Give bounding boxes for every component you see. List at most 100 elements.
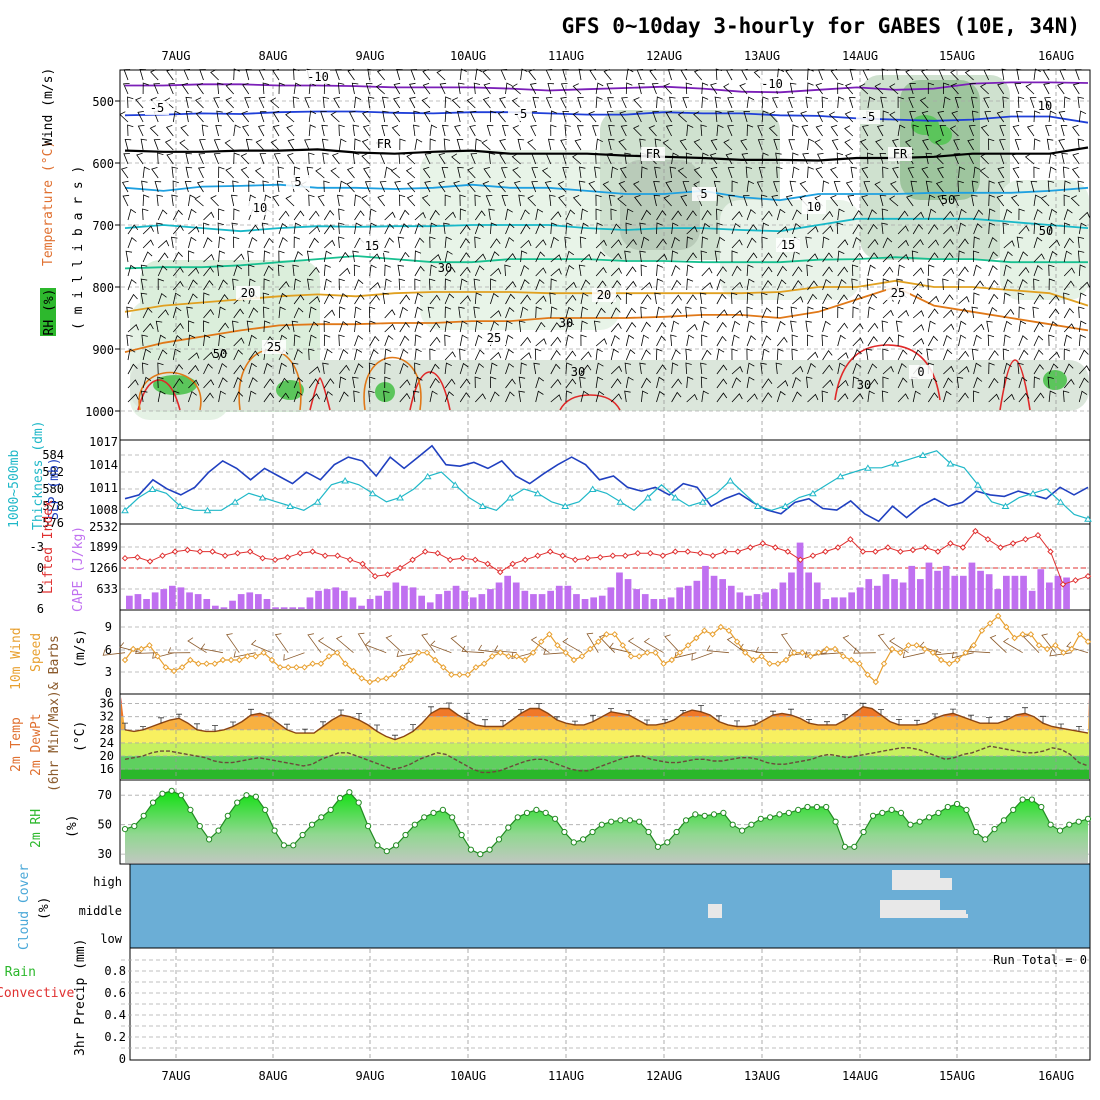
wind-barb xyxy=(731,348,738,361)
wind-barb xyxy=(490,320,499,333)
wind-barb xyxy=(710,166,718,179)
wind-barb xyxy=(323,293,334,305)
pressure-tick-label: 700 xyxy=(92,219,114,233)
wind10m-barb xyxy=(530,636,550,654)
contour-label-bg xyxy=(248,201,272,215)
wind-barb xyxy=(1048,250,1058,263)
temp-minmax-bar xyxy=(590,714,596,722)
wind-barb xyxy=(500,69,508,81)
wind-barb xyxy=(837,294,848,305)
cape-bar xyxy=(779,582,787,609)
wind-barb xyxy=(578,264,586,277)
wind-barb xyxy=(203,222,210,235)
temp-minmax-bar xyxy=(536,703,542,709)
wind-barb xyxy=(727,125,734,137)
wind-barb xyxy=(322,96,330,109)
wind10m-point xyxy=(946,660,953,667)
ylabel-rh: RH (%) xyxy=(42,289,57,336)
wind-barb xyxy=(727,97,734,109)
wind-barb xyxy=(397,236,405,249)
rh-point xyxy=(1056,827,1064,834)
wind-barb xyxy=(577,97,584,109)
wind-barb xyxy=(671,265,681,277)
wind-barb xyxy=(339,376,347,389)
wind-barb xyxy=(451,97,461,109)
wind-barb xyxy=(595,138,603,151)
wind-barb xyxy=(535,295,547,305)
wind-barb xyxy=(1017,362,1024,375)
wind-barb xyxy=(775,362,783,375)
wind-barb xyxy=(565,390,573,403)
wind-barb xyxy=(686,334,695,347)
wind-barb xyxy=(1033,392,1045,403)
temp-minmax-bar xyxy=(824,721,830,725)
wind10m-point xyxy=(276,664,284,671)
temp-minmax-bar xyxy=(1004,716,1010,720)
wind-barb xyxy=(852,393,864,403)
wind-barb xyxy=(490,292,499,305)
thickness-marker xyxy=(258,494,267,501)
wind-barb xyxy=(293,68,300,81)
wind-barb xyxy=(216,110,223,123)
wind-barb xyxy=(580,222,589,235)
wind-barb xyxy=(967,152,975,165)
wind-barb xyxy=(1018,208,1025,221)
wind-barb xyxy=(384,348,392,361)
wind-barb xyxy=(485,195,493,207)
thickness-marker xyxy=(1029,489,1037,497)
wind-barb xyxy=(339,391,349,403)
wind-barb xyxy=(333,96,340,109)
wind-barb xyxy=(852,236,862,249)
wind-barb xyxy=(926,348,933,361)
wind-barb xyxy=(909,111,916,123)
thickness-marker xyxy=(753,502,762,509)
wind-barb xyxy=(286,125,295,137)
temp-minmax-bar xyxy=(554,716,560,720)
wind10m-point xyxy=(725,627,733,634)
wind10m-barb xyxy=(357,632,371,653)
wind-barb xyxy=(1048,208,1058,221)
wind-barb xyxy=(367,96,375,109)
wind-barb xyxy=(761,236,768,249)
top-date-label: 14AUG xyxy=(842,49,878,63)
wind-barb xyxy=(520,250,528,263)
wind-barb xyxy=(912,281,924,291)
wind-barb xyxy=(999,153,1007,165)
wind10m-point xyxy=(962,649,969,656)
temp-minmax-bar xyxy=(230,721,236,727)
lifted-index-point xyxy=(384,571,391,578)
wind-barb xyxy=(456,110,464,123)
wind-barb xyxy=(625,82,633,95)
wind-barb xyxy=(1016,236,1024,249)
lifted-index-point xyxy=(296,549,304,557)
wind10m-point xyxy=(741,649,749,656)
wind-barb xyxy=(263,320,271,333)
wind-barb xyxy=(121,180,129,193)
wind-barb xyxy=(140,264,148,277)
wind-barb xyxy=(761,280,773,291)
contour-line xyxy=(559,394,621,411)
wind-barb xyxy=(414,237,425,249)
contour-line xyxy=(124,183,1089,202)
wind10m-barb xyxy=(421,633,436,653)
wind-barb xyxy=(151,167,159,179)
wind-barb xyxy=(852,306,859,319)
wind-barb xyxy=(618,181,627,193)
rh-point xyxy=(224,812,231,819)
rh-point xyxy=(393,842,400,849)
wind-barb xyxy=(716,364,728,375)
wind-barb xyxy=(686,376,694,389)
wind-barb xyxy=(368,306,376,319)
wind-barb xyxy=(218,334,226,347)
wind-barb xyxy=(499,138,506,151)
wind-barb xyxy=(847,194,855,207)
temp-tick-label: 16 xyxy=(100,762,114,776)
wind-barb xyxy=(308,296,321,305)
wind-barb xyxy=(912,338,925,347)
wind-barb xyxy=(188,364,199,375)
temp-minmax-bar xyxy=(410,724,416,732)
ylabel-wind-units: (m/s) xyxy=(73,629,88,668)
wind-barb xyxy=(776,251,788,263)
thickness-tick-label: 578 xyxy=(42,499,64,513)
wind-barb xyxy=(393,96,401,109)
